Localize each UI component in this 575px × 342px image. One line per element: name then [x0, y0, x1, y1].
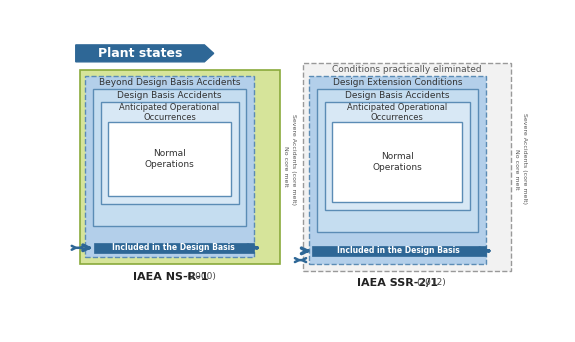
Text: IAEA SSR-2/1: IAEA SSR-2/1 [357, 278, 438, 288]
Text: Severe Accidents (core melt): Severe Accidents (core melt) [522, 113, 527, 205]
Text: Anticipated Operational
Occurrences: Anticipated Operational Occurrences [347, 103, 447, 122]
Text: Plant states: Plant states [98, 47, 182, 60]
Text: IAEA NS-R-1: IAEA NS-R-1 [133, 272, 208, 282]
Bar [79, 70, 279, 264]
Bar [317, 89, 478, 232]
Text: Normal
Operations: Normal Operations [373, 152, 422, 172]
Text: Normal
Operations: Normal Operations [145, 149, 194, 169]
Bar [312, 246, 486, 256]
Text: (2000): (2000) [186, 272, 216, 281]
Bar [94, 243, 254, 253]
Bar [93, 89, 246, 226]
Bar [324, 102, 470, 210]
Polygon shape [76, 45, 214, 62]
Text: Design Basis Accidents: Design Basis Accidents [117, 91, 222, 100]
Text: Design Basis Accidents: Design Basis Accidents [345, 91, 450, 100]
Bar [108, 122, 231, 196]
Text: (2012): (2012) [417, 278, 446, 287]
Text: No core melt: No core melt [283, 146, 288, 187]
Text: No core melt: No core melt [514, 149, 519, 190]
Text: Beyond Design Basis Accidents: Beyond Design Basis Accidents [99, 78, 240, 87]
Bar [101, 102, 239, 203]
Bar [303, 63, 511, 271]
Text: Anticipated Operational
Occurrences: Anticipated Operational Occurrences [120, 103, 220, 122]
Text: Severe Accidents (core melt): Severe Accidents (core melt) [291, 114, 296, 205]
Text: Included in the Design Basis: Included in the Design Basis [337, 246, 459, 255]
Text: Design Extension Conditions: Design Extension Conditions [332, 78, 462, 87]
Text: Conditions practically eliminated: Conditions practically eliminated [332, 65, 481, 74]
Bar [85, 76, 254, 258]
Text: Included in the Design Basis: Included in the Design Basis [113, 243, 235, 252]
Bar [309, 76, 486, 264]
Bar [332, 122, 462, 202]
